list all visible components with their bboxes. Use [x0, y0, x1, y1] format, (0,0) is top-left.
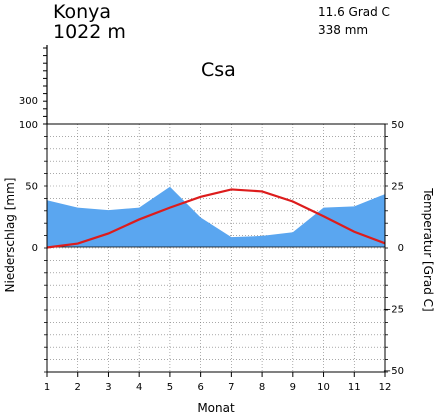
y-left-tick-label: 100	[19, 120, 38, 131]
x-tick-label: 9	[290, 382, 296, 393]
y-left-tick-label: 300	[19, 96, 38, 107]
x-tick-label: 4	[136, 382, 142, 393]
station-name: Konya	[53, 1, 111, 23]
y-right-tick-label: −25	[383, 305, 404, 316]
x-tick-label: 10	[317, 382, 330, 393]
x-tick-label: 3	[105, 382, 111, 393]
x-tick-label: 11	[348, 382, 361, 393]
grid	[47, 124, 385, 372]
y-right-tick-label: −50	[383, 366, 404, 377]
y-axis-right-label: Temperatur [Grad C]	[421, 187, 435, 311]
annual-precipitation: 338 mm	[318, 23, 368, 37]
x-tick-label: 8	[259, 382, 265, 393]
y-axis-left-label: Niederschlag [mm]	[3, 178, 17, 293]
x-tick-label: 2	[75, 382, 81, 393]
temperature-polyline	[46, 188, 386, 249]
x-tick-label: 6	[197, 382, 203, 393]
x-tick-label: 12	[379, 382, 392, 393]
station-elevation: 1022 m	[53, 21, 126, 43]
y-right-tick-label: 25	[391, 182, 404, 193]
y-right-tick-label: 50	[391, 120, 404, 131]
mean-temperature: 11.6 Grad C	[318, 5, 390, 19]
x-tick-label: 5	[167, 382, 173, 393]
climate-class: Csa	[201, 59, 236, 81]
y-left-tick-label: 0	[32, 243, 38, 254]
x-tick-label: 7	[228, 382, 234, 393]
precip-extended-axis	[43, 45, 48, 125]
y-right-tick-label: 0	[398, 243, 404, 254]
x-tick-label: 1	[44, 382, 50, 393]
y-left-tick-label: 50	[25, 182, 38, 193]
precipitation-fill	[47, 186, 385, 247]
x-axis-label: Monat	[197, 401, 235, 415]
